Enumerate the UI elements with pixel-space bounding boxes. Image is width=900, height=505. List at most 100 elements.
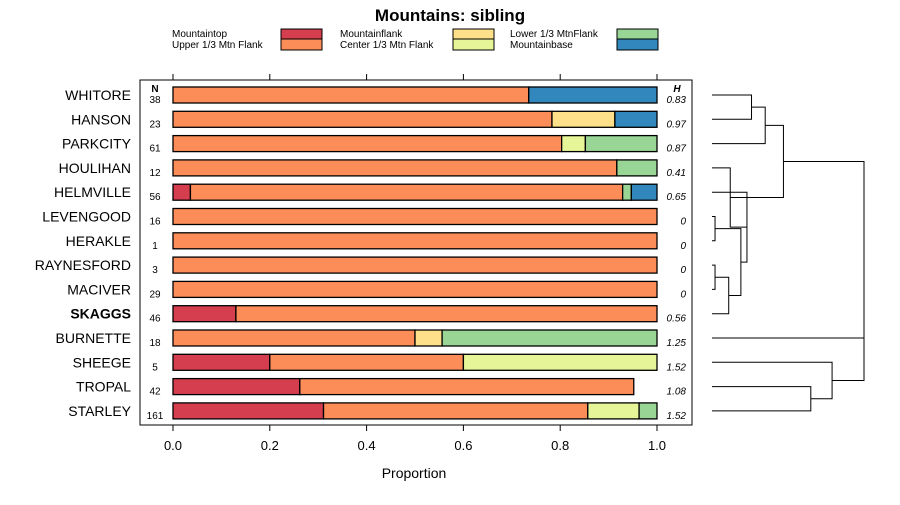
row-maciver: MACIVER 29 0 [67, 280, 686, 300]
bar-segment [172, 86, 530, 104]
bar-segment [172, 256, 658, 274]
bar-segment [621, 183, 632, 201]
dendrogram-link [712, 361, 833, 400]
row-helmville: HELMVILLE 56 0.65 [54, 183, 687, 203]
n-value: 23 [149, 119, 161, 130]
x-tick-label: 0.0 [164, 438, 182, 453]
dendrogram-link [712, 264, 716, 290]
legend-swatch [452, 28, 495, 41]
row-whitore: WHITORE 38 0.83 [65, 86, 687, 106]
bar-segment [172, 183, 192, 201]
bar-segment [322, 402, 589, 420]
n-value: 38 [149, 95, 161, 106]
legend-label: Lower 1/3 MtnFlank [510, 29, 599, 40]
row-label: LEVENGOOD [42, 209, 131, 225]
row-label: PARKCITY [62, 136, 132, 152]
n-value: 46 [149, 314, 161, 325]
bar-rows: WHITORE 38 0.83 HANSON 23 0.97 PARKCITY 61 0.87 H… [35, 86, 687, 422]
h-value: 0.65 [667, 192, 687, 203]
bar-segment [235, 305, 658, 323]
row-tropal: TROPAL 42 1.08 [76, 377, 687, 398]
h-value: 0.56 [667, 314, 687, 325]
x-tick-label: 0.2 [261, 438, 279, 453]
n-value: 3 [152, 265, 158, 276]
x-tick-label: 1.0 [648, 438, 666, 453]
bar-segment [189, 183, 624, 201]
bar-segment [616, 159, 658, 177]
n-value: 56 [149, 192, 161, 203]
h-value: 0.83 [667, 95, 687, 106]
bar-segment [172, 377, 301, 396]
h-value: 1.52 [667, 362, 687, 373]
legend-swatch [616, 38, 659, 51]
bar-segment [638, 402, 658, 420]
bar-segment [614, 110, 658, 128]
x-tick-label: 0.4 [358, 438, 376, 453]
h-value: 0.97 [667, 119, 687, 130]
dendrogram-link [730, 124, 784, 199]
row-starley: STARLEY 161 1.52 [68, 402, 687, 422]
bar-segment [172, 134, 563, 153]
row-herakle: HERAKLE 1 0 [66, 232, 686, 252]
x-tick-label: 0.6 [454, 438, 472, 453]
dendrogram-link [712, 276, 730, 315]
bar-segment [414, 329, 443, 347]
bar-segment [172, 402, 325, 420]
n-value: 16 [149, 217, 161, 228]
row-houlihan: HOULIHAN 12 0.41 [59, 159, 686, 179]
n-value: 12 [149, 168, 161, 179]
bar-segment [551, 110, 616, 128]
bar-segment [462, 353, 658, 371]
h-value: 0 [680, 265, 686, 276]
n-value: 18 [149, 338, 161, 349]
h-value: 1.52 [667, 411, 687, 422]
dendrogram-link [715, 228, 742, 296]
row-label: HERAKLE [66, 233, 131, 249]
legend-swatch [616, 28, 659, 41]
bar-segment [561, 134, 587, 153]
row-label: HOULIHAN [59, 160, 131, 176]
row-label: SKAGGS [70, 306, 131, 322]
h-value: 1.25 [667, 338, 687, 349]
legend-label: Mountaintop [172, 29, 227, 40]
dendrogram [712, 94, 865, 412]
bar-segment [587, 402, 640, 420]
row-hanson: HANSON 23 0.97 [71, 110, 687, 130]
bar-segment [172, 353, 271, 371]
row-burnette: BURNETTE 18 1.25 [56, 329, 687, 349]
bar-segment [441, 329, 658, 347]
row-label: RAYNESFORD [35, 257, 131, 273]
h-value: 0 [680, 241, 686, 252]
row-parkcity: PARKCITY 61 0.87 [62, 134, 686, 155]
n-value: 5 [152, 362, 158, 373]
bar-segment [172, 232, 658, 250]
legend-swatch [280, 38, 323, 51]
dendrogram-link [783, 160, 865, 360]
bar-segment [172, 159, 618, 177]
bar-segment [269, 353, 465, 371]
h-value: 0 [680, 289, 686, 300]
dendrogram-link [712, 216, 716, 242]
legend-label: Upper 1/3 Mtn Flank [172, 40, 264, 51]
x-axis: 0.0 0.2 0.4 0.6 0.8 1.0 [164, 74, 666, 453]
bar-segment [172, 329, 416, 347]
row-label: HANSON [71, 111, 131, 127]
n-value: 42 [149, 387, 161, 398]
n-value: 61 [149, 144, 161, 155]
dendrogram-link [712, 337, 865, 382]
row-label: TROPAL [76, 379, 131, 395]
dendrogram-link [712, 386, 812, 412]
row-label: SHEEGE [73, 354, 131, 370]
bar-segment [584, 134, 658, 153]
bar-segment [172, 110, 553, 128]
bar-segment [172, 280, 658, 299]
n-value: 1 [152, 241, 158, 252]
h-value: 1.08 [667, 387, 687, 398]
n-value: 161 [147, 411, 164, 422]
row-label: HELMVILLE [54, 184, 131, 200]
bar-segment [299, 377, 635, 396]
dendrogram-link [712, 106, 766, 145]
legend-label: Mountainbase [510, 40, 573, 51]
